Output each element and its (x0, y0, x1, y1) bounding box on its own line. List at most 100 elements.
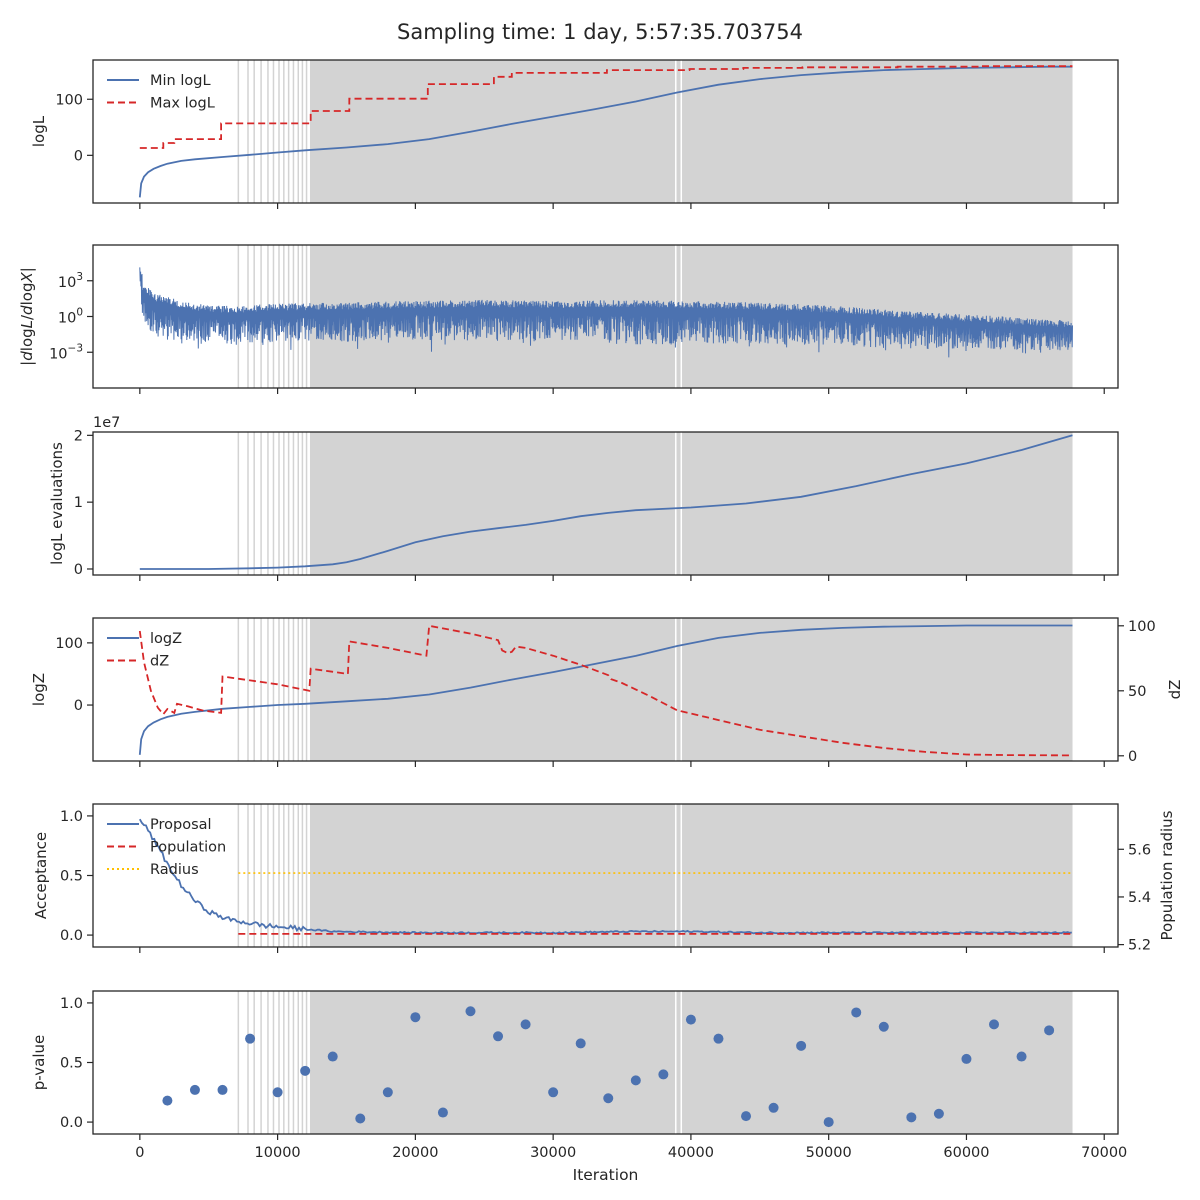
y-tick-label: 0 (74, 698, 83, 714)
y-tick-label: 100 (55, 636, 83, 652)
data-point (823, 1117, 834, 1128)
panel-2: 103 100 10−3 |dlogL/dlogX| (18, 244, 1119, 394)
gradient-series (139, 267, 1073, 358)
series-logl-evaluations (139, 434, 1073, 570)
x-tick-label: 0 (135, 1145, 144, 1161)
y-right-tick-label: 5.6 (1128, 842, 1151, 858)
figure-title: Sampling time: 1 day, 5:57:35.703754 (397, 20, 803, 44)
y-tick-label: 2 (74, 428, 83, 444)
data-point (630, 1075, 641, 1086)
shaded-region (309, 60, 1073, 203)
x-tick-label: 70000 (1081, 1145, 1127, 1161)
data-point (658, 1069, 669, 1080)
panel-3: 0 1 2 logL evaluations 1e7 (48, 415, 1119, 581)
y-tick-label: 0.5 (60, 1056, 83, 1072)
plot-area (138, 624, 1073, 757)
y-right-tick-label: 50 (1128, 684, 1146, 700)
data-point (410, 1012, 421, 1023)
data-point (989, 1019, 1000, 1030)
y-tick-label: 0.0 (60, 928, 83, 944)
shaded-region (309, 432, 1073, 575)
y-right-tick-label: 5.4 (1128, 890, 1151, 906)
y-right-tick-label: 5.2 (1128, 938, 1151, 954)
y-tick-label: 100 (55, 92, 83, 108)
data-point (768, 1102, 779, 1113)
y-right-label: Population radius (1158, 810, 1176, 940)
y-axis-label: p-value (30, 1035, 48, 1091)
y-tick-label: 10−3 (49, 342, 83, 362)
offset-label: 1e7 (93, 415, 120, 431)
y-axis-label: logZ (30, 673, 48, 706)
y-tick-label: 100 (58, 307, 83, 327)
plot-area (139, 818, 1073, 935)
data-point (327, 1051, 338, 1062)
y-right-tick-label: 0 (1128, 749, 1137, 765)
data-point (603, 1093, 614, 1104)
data-point (851, 1007, 862, 1018)
plot-area (139, 267, 1073, 358)
series-proposal (139, 818, 1072, 935)
axes-frame (92, 617, 1119, 762)
data-point (548, 1087, 559, 1098)
series-max-logl (139, 65, 1073, 149)
data-point (933, 1108, 944, 1119)
data-point (520, 1019, 531, 1030)
y-tick-label: 0 (74, 562, 83, 578)
y-tick-label: 1.0 (60, 996, 83, 1012)
y-axis-label: logL (30, 115, 48, 147)
panel-4: 0 100 0 50 100 dZ logZ logZ dZ (30, 617, 1184, 767)
legend-label: Population (150, 840, 226, 856)
panel-5: 0.0 0.5 1.0 5.2 5.4 5.6 Population radius Accep… (32, 803, 1176, 954)
data-point (382, 1087, 393, 1098)
data-point (189, 1084, 200, 1095)
legend-label: dZ (150, 654, 169, 670)
axes-frame (92, 431, 1119, 576)
axes-frame (92, 59, 1119, 204)
plot-area (139, 434, 1073, 570)
data-point (796, 1040, 807, 1051)
x-tick-label: 60000 (943, 1145, 989, 1161)
y-right-label: dZ (1166, 680, 1184, 700)
y-axis-label: |dlogL/dlogX| (18, 267, 36, 366)
shaded-region (309, 618, 1073, 761)
data-point (906, 1112, 917, 1123)
plot-area (138, 65, 1073, 198)
data-point (961, 1053, 972, 1064)
data-point (741, 1111, 752, 1122)
x-tick-label: 50000 (806, 1145, 852, 1161)
shaded-region (309, 991, 1073, 1134)
plot-area (162, 1006, 1055, 1128)
y-right-tick-label: 100 (1128, 619, 1156, 635)
series-min-logl (138, 65, 1073, 198)
y-tick-label: 0.5 (60, 869, 83, 885)
series-logz (138, 624, 1073, 755)
x-tick-label: 30000 (530, 1145, 576, 1161)
data-point (1016, 1051, 1027, 1062)
data-point (162, 1095, 173, 1106)
legend-label: logZ (150, 631, 182, 647)
data-point (437, 1107, 448, 1118)
data-point (217, 1084, 228, 1095)
y-axis-label: logL evaluations (48, 442, 66, 565)
y-tick-label: 1.0 (60, 809, 83, 825)
y-tick-label: 1 (74, 495, 83, 511)
x-tick-label: 10000 (255, 1145, 301, 1161)
data-point (575, 1038, 586, 1049)
data-point (300, 1065, 311, 1076)
y-tick-label: 0 (74, 148, 83, 164)
data-point (878, 1021, 889, 1032)
x-tick-label: 20000 (392, 1145, 438, 1161)
data-point (245, 1033, 256, 1044)
x-axis-label: Iteration (573, 1166, 639, 1184)
x-tick-label: 40000 (668, 1145, 714, 1161)
data-point (272, 1087, 283, 1098)
legend-label: Max logL (150, 96, 215, 112)
data-point (685, 1014, 696, 1025)
data-point (355, 1113, 366, 1124)
panel-6: 0 10000 20000 30000 40000 50000 60000 70000 0.0 0… (30, 990, 1127, 1161)
data-point (1044, 1025, 1055, 1036)
y-tick-label: 0.0 (60, 1115, 83, 1131)
y-tick-label: 103 (58, 271, 83, 291)
legend-label: Proposal (150, 817, 212, 833)
